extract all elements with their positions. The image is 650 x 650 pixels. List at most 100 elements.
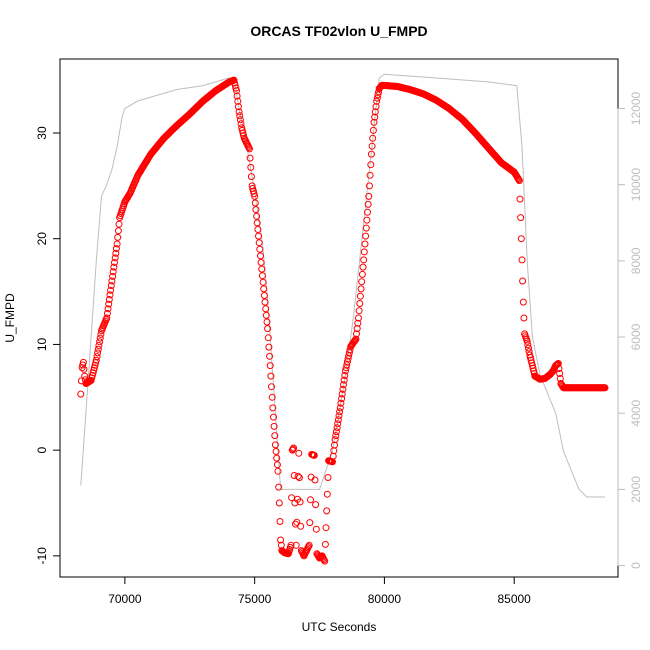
data-point [236,112,244,120]
x-tick-label: 70000 [108,592,142,606]
data-point [373,94,381,102]
data-point [323,507,331,515]
data-point [322,524,330,532]
data-point [266,362,274,370]
data-point [106,291,114,299]
data-point [289,445,297,453]
data-point [310,451,318,459]
data-point [362,232,370,240]
data-point [259,278,267,286]
data-point [334,420,342,428]
data-point [95,342,103,349]
data-point [339,385,347,393]
data-point [332,432,340,440]
data-point [114,227,122,235]
data-point [275,499,283,507]
data-point [364,208,371,216]
data-point [371,108,379,116]
data-point [234,103,242,111]
y2-tick-label: 0 [629,562,643,569]
data-point [352,335,360,343]
data-point [353,325,361,333]
data-point [371,113,379,121]
data-point [108,277,116,285]
data-point [270,422,278,430]
x-tick-label: 75000 [238,592,272,606]
data-point [267,372,275,380]
data-point [524,341,532,349]
data-point [268,383,275,391]
data-point [255,239,263,247]
data-point [519,277,527,285]
data-point [368,142,376,150]
data-point [335,412,343,420]
data-point [81,372,89,380]
data-point [523,337,531,345]
data-point [269,404,277,412]
data-point [237,120,245,128]
data-point [253,212,261,220]
x-axis-label: UTC Seconds [302,620,377,634]
data-point [321,540,329,548]
data-point [337,399,345,407]
data-point [265,343,273,351]
data-point [362,224,370,232]
data-point [248,182,256,190]
y2-tick-label: 10000 [629,168,643,202]
data-point [340,376,348,384]
data-point [311,476,319,484]
data-point [277,536,285,544]
data-point [264,334,272,342]
data-point [93,353,101,361]
data-point [114,233,122,241]
data-point [247,173,255,181]
data-point [111,254,119,262]
data-point [369,134,377,142]
primary-series-layer [77,76,609,565]
y-tick-label: 20 [35,232,49,246]
data-point [113,240,121,248]
data-point [274,467,282,475]
y-tick-label: 30 [35,126,49,140]
data-point [364,200,372,208]
data-point [525,344,532,352]
x-tick-label: 85000 [497,592,531,606]
y2-tick-label: 6000 [629,323,643,350]
data-point [358,278,366,286]
data-point [515,177,523,185]
data-point [264,325,272,333]
data-point [519,298,527,306]
data-point [80,365,88,373]
data-point [263,318,271,326]
data-point [287,541,295,549]
data-point [333,424,341,432]
data-point [258,265,266,273]
data-point [92,356,100,364]
data-point [275,483,283,491]
data-point [323,490,331,498]
data-point [257,259,265,266]
data-point [251,199,259,207]
y-tick-label: 0 [35,446,49,453]
y2-axis: 0 2000 4000 6000 8000 10000 12000 [617,92,643,569]
data-point [96,334,104,342]
data-point [109,268,117,276]
y2-tick-label: 12000 [629,92,643,126]
data-point [355,307,363,315]
data-point [338,395,346,403]
data-point [357,285,365,293]
data-point [271,441,279,449]
data-point [255,232,262,240]
data-point [367,150,375,158]
data-point [363,216,371,224]
data-point [252,206,260,214]
data-point [306,519,314,527]
data-point [375,88,383,96]
data-point [115,220,123,228]
data-point [295,449,303,457]
data-point [247,163,255,171]
data-point [297,522,305,530]
data-point [324,474,332,481]
data-point [338,390,346,398]
